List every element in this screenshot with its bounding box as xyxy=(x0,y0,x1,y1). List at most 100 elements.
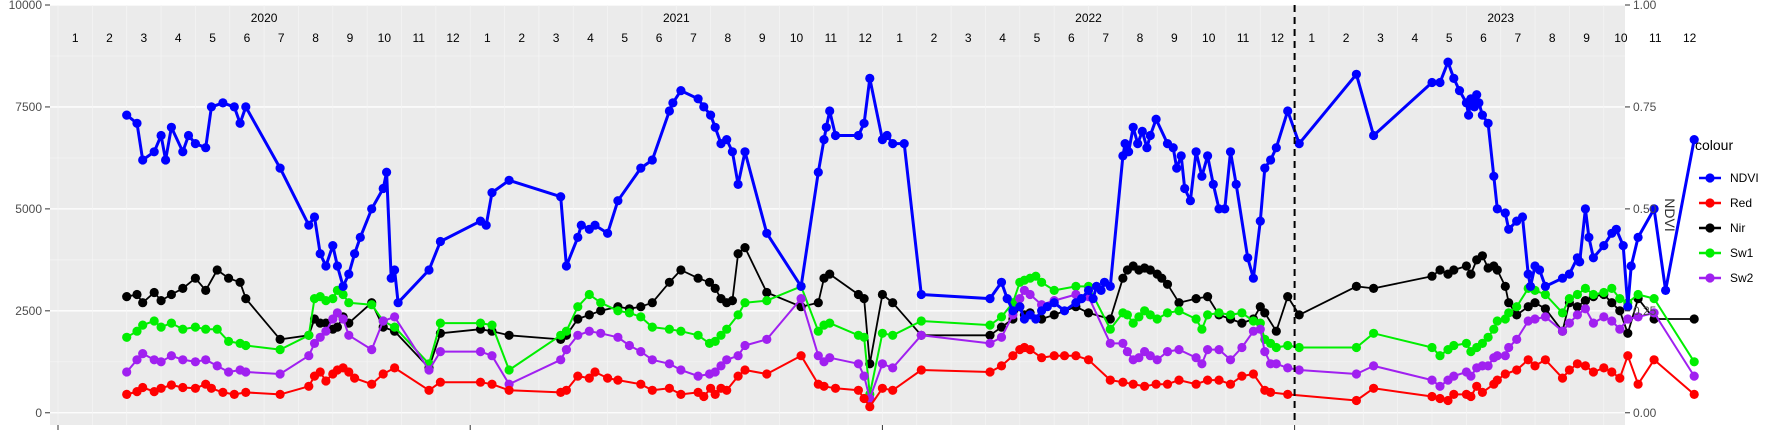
data-point xyxy=(1492,265,1502,275)
month-label: 1 xyxy=(484,31,491,45)
data-point xyxy=(378,316,388,326)
data-point xyxy=(1633,289,1643,300)
data-point xyxy=(710,336,720,346)
data-point xyxy=(1220,204,1230,214)
data-point xyxy=(1122,347,1132,357)
month-label: 3 xyxy=(965,31,972,45)
data-point xyxy=(916,365,926,375)
data-point xyxy=(1483,361,1493,371)
data-point xyxy=(1492,316,1502,326)
series-ndvi xyxy=(122,57,1699,324)
data-point xyxy=(1427,77,1437,88)
data-point xyxy=(1454,86,1465,96)
data-point xyxy=(1248,316,1258,326)
data-point xyxy=(596,328,606,338)
legend-label: Nir xyxy=(1730,221,1745,235)
right-axis-title: NDVI xyxy=(1662,198,1678,231)
data-point xyxy=(796,281,806,291)
data-point xyxy=(821,122,831,132)
data-point xyxy=(1615,294,1625,304)
data-point xyxy=(1174,375,1184,385)
data-point xyxy=(304,330,314,340)
data-point xyxy=(1283,292,1293,302)
data-point xyxy=(1649,204,1659,214)
data-point xyxy=(1174,345,1184,355)
data-point xyxy=(636,347,646,357)
month-label: 9 xyxy=(1171,31,1178,45)
month-label: 2 xyxy=(931,31,938,45)
data-point xyxy=(813,167,823,177)
data-point xyxy=(1489,171,1499,181)
data-point xyxy=(1623,351,1633,361)
data-point xyxy=(877,289,888,300)
right-axis-tick-label: 0.50 xyxy=(1633,202,1657,216)
data-point xyxy=(1607,367,1617,377)
data-point xyxy=(122,110,132,120)
data-point xyxy=(716,330,726,340)
data-point xyxy=(1260,347,1270,357)
data-point xyxy=(1124,147,1134,157)
data-point xyxy=(315,332,325,342)
data-point xyxy=(985,330,995,340)
data-point xyxy=(733,310,743,320)
data-point xyxy=(740,298,750,308)
data-point xyxy=(1449,371,1459,381)
month-label: 3 xyxy=(141,31,148,45)
month-label: 11 xyxy=(1237,31,1250,45)
data-point xyxy=(1191,314,1201,324)
data-point xyxy=(1248,369,1258,379)
right-axis-tick-label: 0.25 xyxy=(1633,304,1657,318)
data-point xyxy=(1557,373,1568,383)
data-point xyxy=(1049,298,1059,308)
data-point xyxy=(332,261,342,271)
series-sw1 xyxy=(122,271,1699,399)
data-point xyxy=(1145,310,1155,320)
data-point xyxy=(830,383,841,393)
data-point xyxy=(699,102,709,112)
month-label: 6 xyxy=(656,31,663,45)
data-point xyxy=(1588,318,1598,328)
data-point xyxy=(722,355,732,365)
data-point xyxy=(1572,289,1582,300)
data-point xyxy=(1564,269,1574,279)
month-label: 8 xyxy=(312,31,319,45)
data-point xyxy=(1077,294,1087,304)
data-point xyxy=(1523,269,1533,279)
data-point xyxy=(156,130,166,141)
data-point xyxy=(1203,345,1213,355)
data-point xyxy=(1477,387,1487,397)
data-point xyxy=(1049,285,1059,295)
data-point xyxy=(138,349,148,359)
data-point xyxy=(865,73,875,83)
data-point xyxy=(1266,155,1276,165)
data-point xyxy=(596,298,606,308)
data-point xyxy=(1260,308,1270,318)
legend-item-red: Red xyxy=(1699,196,1752,210)
legend-key-point xyxy=(1705,173,1715,183)
data-point xyxy=(590,220,600,230)
data-point xyxy=(1427,375,1437,385)
data-point xyxy=(1214,375,1224,385)
legend-title: colour xyxy=(1695,137,1733,153)
data-point xyxy=(206,383,216,393)
data-point xyxy=(1572,359,1582,369)
data-point xyxy=(1191,294,1201,304)
data-point xyxy=(819,381,829,391)
month-label: 10 xyxy=(1202,31,1216,45)
data-point xyxy=(1225,147,1236,157)
legend-items: NDVI Red Nir Sw1 Sw2 xyxy=(1699,171,1759,285)
data-point xyxy=(1472,90,1482,100)
data-point xyxy=(740,147,750,157)
data-point xyxy=(241,294,251,304)
data-point xyxy=(1661,285,1671,295)
data-point xyxy=(487,351,497,361)
data-point xyxy=(1623,328,1633,338)
data-point xyxy=(722,324,732,334)
data-point xyxy=(149,287,159,298)
data-point xyxy=(1435,265,1445,275)
data-point xyxy=(229,389,239,399)
legend-item-sw1: Sw1 xyxy=(1699,246,1754,260)
data-point xyxy=(668,98,678,108)
year-label: 2022 xyxy=(1075,11,1102,25)
data-point xyxy=(1588,289,1598,300)
